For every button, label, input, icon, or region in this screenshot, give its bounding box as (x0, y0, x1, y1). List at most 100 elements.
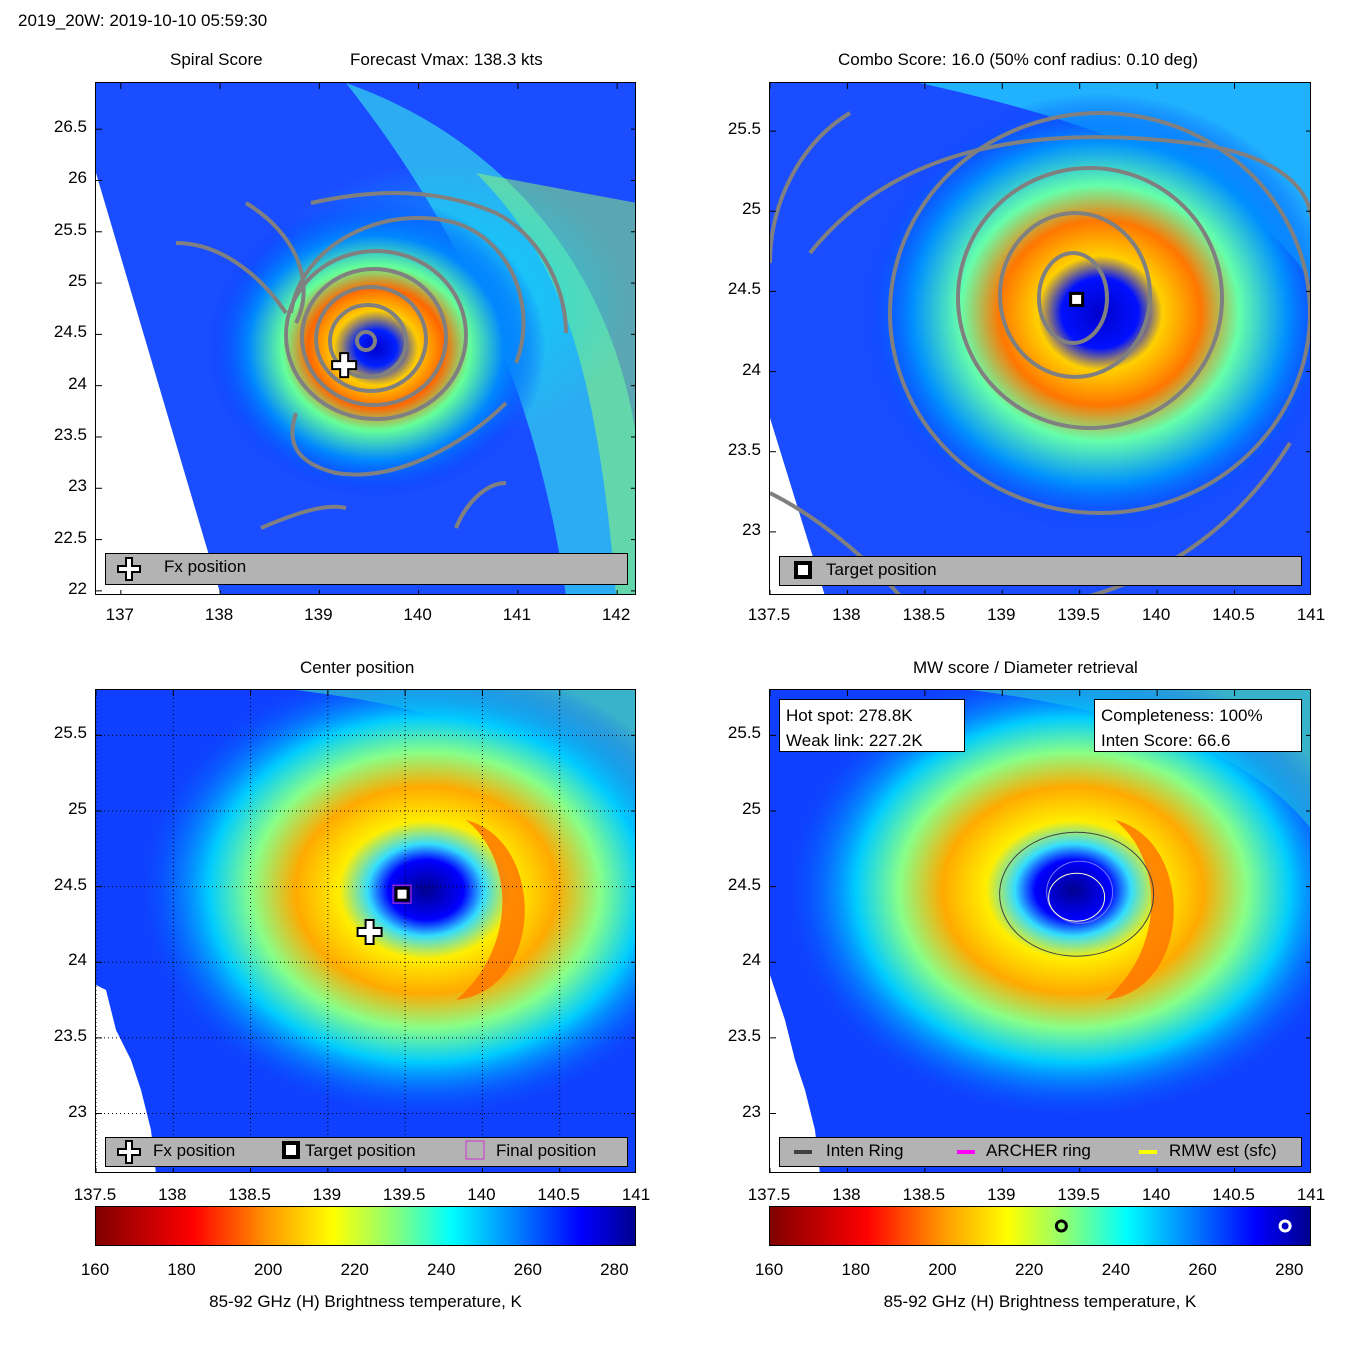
rmw-ring (1048, 872, 1106, 922)
y-tick-label: 25 (68, 271, 87, 291)
y-tick-label: 24 (742, 950, 761, 970)
x-tick-label: 140.5 (537, 1185, 580, 1204)
y-tick-label: 22.5 (53, 527, 87, 547)
archer-ring (1046, 860, 1114, 924)
inten-score-value: Inten Score: 66.6 (1101, 731, 1231, 750)
hot-spot-marker (1278, 1219, 1292, 1233)
y-tick-label: 25.5 (53, 219, 87, 239)
weak-link-value: Weak link: 227.2K (786, 731, 923, 750)
y-tick-label: 24 (68, 373, 87, 393)
x-tick-label: 141 (502, 605, 532, 624)
colorbar-left (95, 1206, 636, 1246)
y-tick-label: 24.5 (727, 874, 761, 894)
target-square (1069, 291, 1085, 307)
x-tick-label: 139 (312, 1185, 342, 1204)
x-tick-label: 140 (467, 1185, 496, 1204)
fx-legend-label: Fx position (153, 1141, 236, 1160)
colorbar-tick-label: 280 (600, 1260, 629, 1279)
x-tick-label: 138 (832, 1185, 861, 1204)
y-tick-label: 22 (68, 578, 87, 598)
x-tick-label: 138 (204, 605, 234, 624)
x-tick-label: 140.5 (1212, 605, 1255, 624)
figure-title: 2019_20W: 2019-10-10 05:59:30 (18, 11, 268, 30)
x-tick-label: 139 (987, 1185, 1016, 1204)
center-title: Center position (300, 658, 415, 677)
x-tick-label: 137.5 (73, 1185, 117, 1204)
target-legend-label: Target position (305, 1141, 416, 1160)
x-tick-label: 138.5 (902, 1185, 946, 1204)
completeness-value: Completeness: 100% (1101, 706, 1263, 725)
final-position-square (392, 884, 412, 904)
fx-legend-icon (117, 557, 141, 581)
x-tick-label: 141 (1296, 1185, 1326, 1204)
y-tick-label: 26 (68, 168, 87, 188)
y-tick-label: 24.5 (53, 322, 87, 342)
x-tick-label: 137.5 (747, 1185, 791, 1204)
fx-legend-icon (117, 1140, 141, 1164)
x-tick-label: 141 (621, 1185, 651, 1204)
colorbar-right-label: 85-92 GHz (H) Brightness temperature, K (883, 1292, 1197, 1311)
y-tick-label: 25.5 (53, 723, 87, 743)
target-legend-icon (794, 561, 812, 579)
target-position-marker (1069, 291, 1085, 307)
mw-map (770, 690, 1310, 1172)
x-tick-label: 139 (304, 605, 333, 624)
no-data-wedge (770, 975, 820, 1172)
y-tick-label: 25.5 (727, 723, 761, 743)
mw-legend: Inten Ring ARCHER ring RMW est (sfc) (779, 1137, 1302, 1167)
rmw-legend-swatch (1139, 1150, 1157, 1154)
combo-contours (770, 111, 1310, 594)
mw-panel: Hot spot: 278.8K Weak link: 227.2K Compl… (769, 689, 1311, 1173)
target-legend-icon (282, 1141, 300, 1159)
x-tick-label: 139.5 (1057, 605, 1100, 624)
x-tick-label: 140.5 (1212, 1185, 1255, 1204)
final-legend-label: Final position (496, 1141, 597, 1160)
x-tick-label: 139 (987, 605, 1016, 624)
colorbar-tick-label: 220 (1014, 1260, 1044, 1279)
inten-legend-swatch (794, 1150, 812, 1154)
mw-rings (999, 831, 1155, 957)
x-tick-label: 141 (1296, 605, 1326, 624)
y-tick-label: 23.5 (727, 439, 761, 459)
fx-legend-label: Fx position (164, 557, 247, 576)
final-legend-icon (465, 1140, 485, 1160)
y-tick-label: 24 (742, 359, 761, 379)
hot-spot-value: Hot spot: 278.8K (786, 706, 913, 725)
x-tick-label: 137.5 (747, 605, 791, 624)
archer-legend-swatch (957, 1150, 975, 1154)
inten-ring (999, 831, 1155, 957)
colorbar-tick-label: 240 (427, 1260, 456, 1279)
y-tick-label: 23 (742, 519, 761, 539)
colorbar-markers (1054, 1219, 1292, 1233)
center-markers (356, 884, 412, 945)
y-tick-label: 25 (68, 799, 87, 818)
spiral-title: Spiral Score (170, 50, 263, 69)
y-tick-label: 25.5 (727, 119, 761, 139)
colorbar-tick-label: 200 (253, 1260, 283, 1279)
y-tick-label: 24 (68, 950, 87, 970)
center-panel: Fx position Target position Final positi… (95, 689, 636, 1173)
target-square (394, 886, 410, 902)
y-tick-label: 25 (742, 799, 761, 818)
rmw-legend-label: RMW est (sfc) (1169, 1141, 1277, 1160)
y-tick-label: 23.5 (53, 424, 87, 444)
y-tick-label: 23 (68, 1101, 87, 1121)
target-legend-label: Target position (826, 560, 937, 579)
x-tick-label: 138.5 (228, 1185, 271, 1204)
spiral-map (96, 83, 635, 594)
colorbar-tick-label: 240 (1101, 1260, 1131, 1279)
y-tick-label: 23 (68, 476, 87, 496)
y-tick-label: 23 (742, 1101, 761, 1121)
colorbar-tick-label: 180 (167, 1260, 196, 1279)
x-tick-label: 138.5 (902, 605, 946, 624)
spiral-legend: Fx position (105, 553, 628, 585)
x-tick-label: 140 (403, 605, 432, 624)
colorbar-tick-label: 260 (513, 1260, 542, 1279)
inten-legend-label: Inten Ring (826, 1141, 904, 1160)
x-tick-label: 137 (105, 605, 134, 624)
colorbar-right (769, 1206, 1311, 1246)
y-tick-label: 25 (742, 199, 761, 219)
combo-map (770, 83, 1310, 594)
x-tick-label: 139.5 (382, 1185, 426, 1204)
colorbar-left-label: 85-92 GHz (H) Brightness temperature, K (209, 1292, 522, 1311)
